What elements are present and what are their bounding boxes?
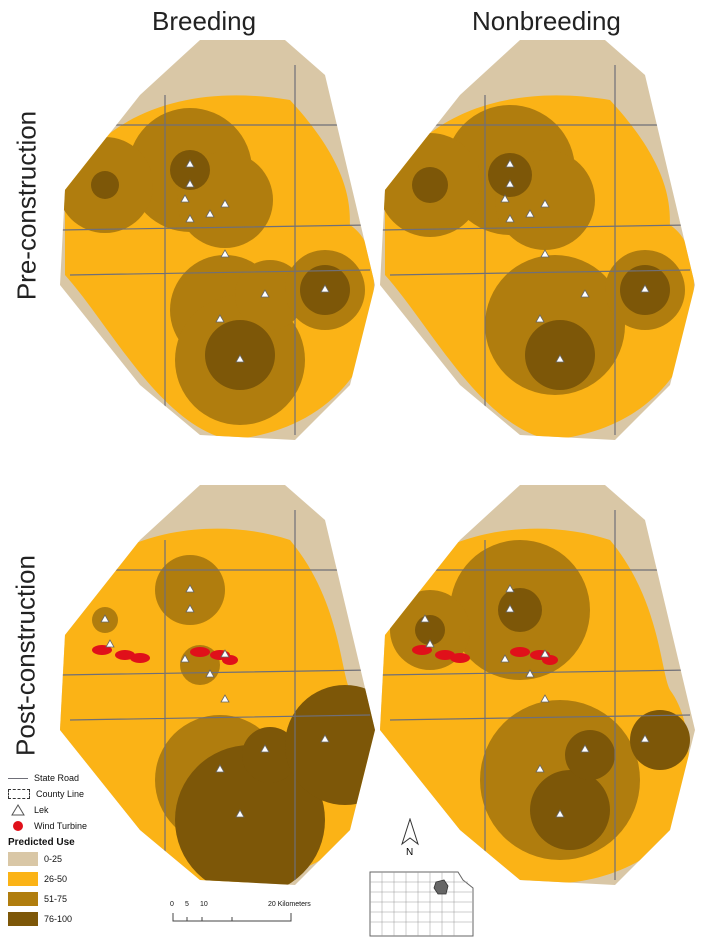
legend-wind-turbine: Wind Turbine: [8, 818, 138, 834]
legend: State Road County Line Lek Wind Turbine …: [8, 770, 138, 926]
county-line-symbol: [8, 789, 30, 799]
scale-tick-0: 0: [170, 901, 174, 908]
map-breeding-post: [60, 485, 375, 885]
legend-class-0: 0-25: [8, 852, 138, 866]
legend-class-label: 51-75: [44, 894, 68, 904]
scale-bar-ticks: [172, 913, 292, 922]
north-arrow-icon: [401, 818, 419, 846]
legend-class-label: 0-25: [44, 854, 63, 864]
scale-tick-5: 5: [185, 901, 189, 908]
legend-swatch: [8, 852, 38, 866]
kansas-inset-map: [369, 871, 474, 937]
legend-swatch: [8, 892, 38, 906]
legend-county-line: County Line: [8, 786, 138, 802]
legend-state-road: State Road: [8, 770, 138, 786]
legend-state-road-label: State Road: [34, 773, 80, 783]
row-title-pre-construction: Pre-construction: [11, 110, 42, 301]
row-title-post-construction: Post-construction: [10, 555, 41, 756]
legend-lek: Lek: [8, 802, 138, 818]
legend-class-2: 51-75: [8, 892, 138, 906]
legend-county-line-label: County Line: [36, 789, 85, 799]
legend-class-label: 26-50: [44, 874, 68, 884]
scale-tick-10: 10: [200, 901, 208, 908]
legend-swatch: [8, 912, 38, 926]
legend-lek-label: Lek: [34, 805, 49, 815]
legend-wind-turbine-label: Wind Turbine: [34, 821, 88, 831]
north-label: N: [406, 847, 414, 858]
scale-bar: 0 5 10 20 Kilometers: [168, 901, 318, 925]
map-nonbreeding-post: [380, 485, 695, 885]
legend-class-label: 76-100: [44, 914, 73, 924]
map-breeding-pre: [60, 40, 375, 440]
legend-title: Predicted Use: [8, 837, 75, 848]
legend-class-1: 26-50: [8, 872, 138, 886]
state-road-symbol: [8, 777, 28, 779]
column-title-breeding: Breeding: [152, 6, 257, 36]
legend-class-3: 76-100: [8, 912, 138, 926]
wind-turbine-icon: [13, 821, 23, 831]
map-nonbreeding-pre: [380, 40, 695, 440]
legend-swatch: [8, 872, 38, 886]
column-title-nonbreeding: Nonbreeding: [472, 6, 621, 36]
lek-icon: [11, 804, 25, 816]
scale-tick-20-km: 20 Kilometers: [268, 901, 311, 908]
